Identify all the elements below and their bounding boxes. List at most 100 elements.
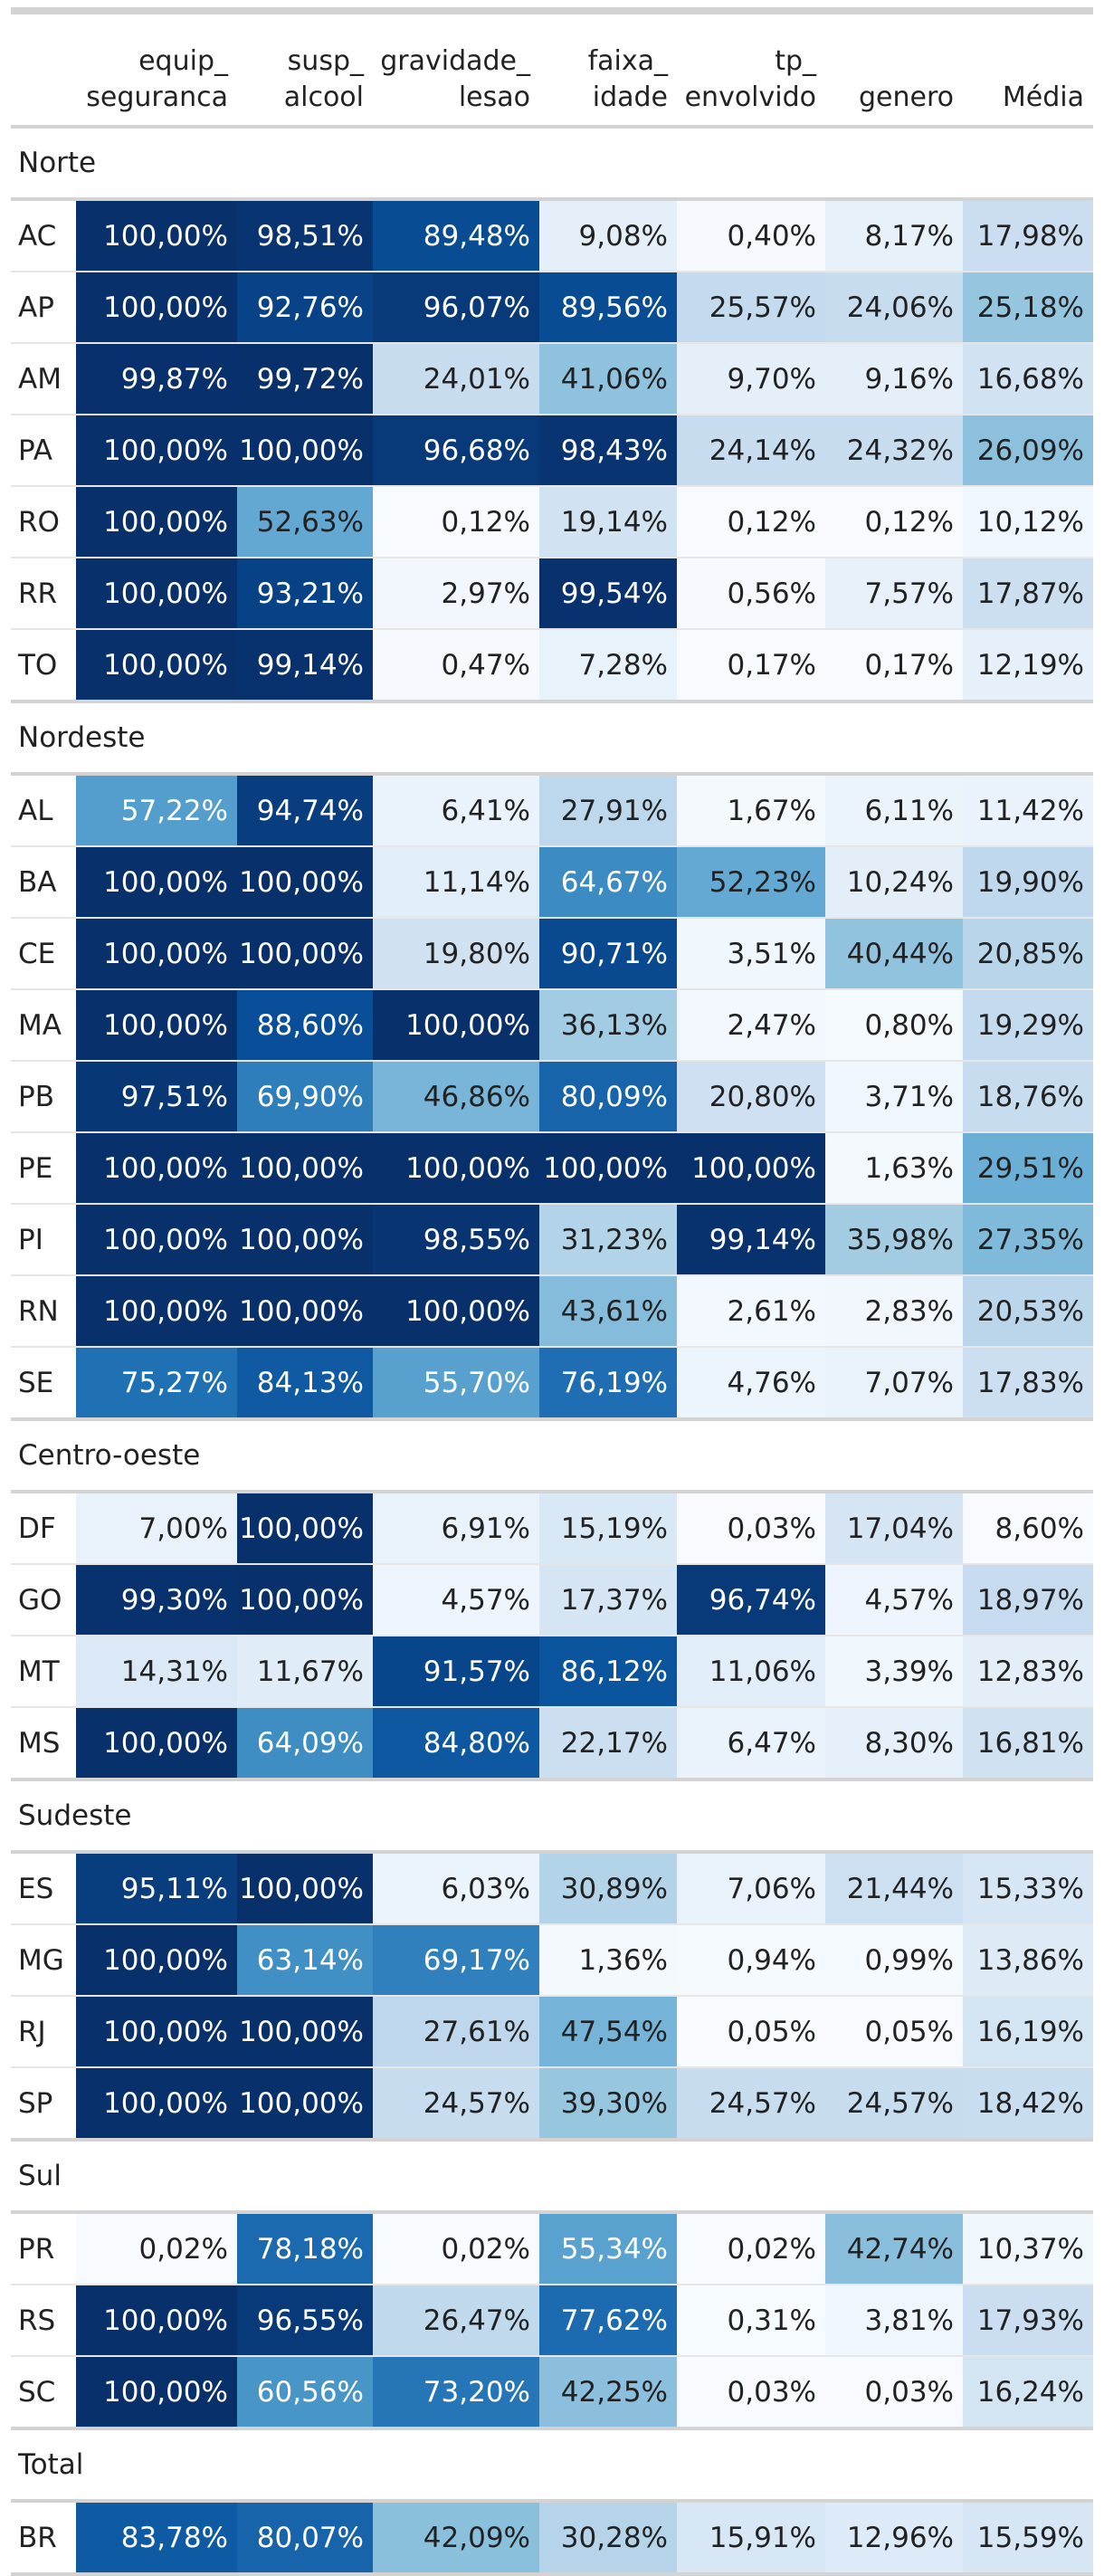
cell-genero: 0,05%: [825, 1996, 963, 2068]
cell-faixa: 27,91%: [539, 774, 677, 847]
cell-grav: 73,20%: [373, 2356, 539, 2430]
cell-equip: 100,00%: [76, 1707, 237, 1781]
cell-genero: 12,96%: [825, 2501, 963, 2576]
table-row: CE 100,00% 100,00% 19,80% 90,71% 3,51% 40,44% 2…: [11, 918, 1093, 990]
cell-grav: 6,03%: [373, 1852, 539, 1925]
cell-faixa: 36,13%: [539, 989, 677, 1062]
cell-susp: 100,00%: [237, 1996, 373, 2068]
state-code: MT: [11, 1636, 76, 1708]
cell-equip: 97,51%: [76, 1061, 237, 1133]
cell-tp: 0,03%: [677, 1492, 825, 1565]
cell-genero: 9,16%: [825, 343, 963, 415]
cell-equip: 7,00%: [76, 1492, 237, 1565]
table-row: AL 57,22% 94,74% 6,41% 27,91% 1,67% 6,11% 11,42…: [11, 774, 1093, 847]
cell-tp: 0,12%: [677, 486, 825, 558]
cell-faixa: 41,06%: [539, 343, 677, 415]
cell-grav: 19,80%: [373, 918, 539, 990]
cell-grav: 84,80%: [373, 1707, 539, 1781]
table-row: SC 100,00% 60,56% 73,20% 42,25% 0,03% 0,03% 16,…: [11, 2356, 1093, 2430]
state-code: CE: [11, 918, 76, 990]
group-row: Total: [11, 2427, 1093, 2503]
cell-equip: 100,00%: [76, 989, 237, 1062]
cell-tp: 0,17%: [677, 629, 825, 703]
group-label: Total: [11, 2427, 1093, 2503]
table-row: RN 100,00% 100,00% 100,00% 43,61% 2,61% 2,83% 2…: [11, 1275, 1093, 1348]
cell-media: 27,35%: [963, 1204, 1093, 1276]
cell-faixa: 9,08%: [539, 199, 677, 272]
cell-grav: 24,57%: [373, 2067, 539, 2142]
state-code: MA: [11, 989, 76, 1062]
cell-equip: 95,11%: [76, 1852, 237, 1925]
cell-equip: 14,31%: [76, 1636, 237, 1708]
state-code: TO: [11, 629, 76, 703]
cell-susp: 84,13%: [237, 1347, 373, 1421]
cell-susp: 99,72%: [237, 343, 373, 415]
cell-genero: 1,63%: [825, 1132, 963, 1205]
cell-genero: 10,24%: [825, 846, 963, 919]
cell-susp: 88,60%: [237, 989, 373, 1062]
cell-grav: 11,14%: [373, 846, 539, 919]
group-label: Nordeste: [11, 700, 1093, 776]
cell-susp: 64,09%: [237, 1707, 373, 1781]
cell-grav: 24,01%: [373, 343, 539, 415]
cell-susp: 94,74%: [237, 774, 373, 847]
cell-grav: 42,09%: [373, 2501, 539, 2576]
cell-genero: 35,98%: [825, 1204, 963, 1276]
cell-tp: 52,23%: [677, 846, 825, 919]
group-row: Sudeste: [11, 1778, 1093, 1854]
cell-grav: 100,00%: [373, 1132, 539, 1205]
cell-susp: 100,00%: [237, 846, 373, 919]
cell-faixa: 43,61%: [539, 1275, 677, 1348]
table-row: SE 75,27% 84,13% 55,70% 76,19% 4,76% 7,07% 17,8…: [11, 1347, 1093, 1421]
cell-equip: 100,00%: [76, 1204, 237, 1276]
cell-genero: 3,81%: [825, 2285, 963, 2357]
state-code: AL: [11, 774, 76, 847]
cell-genero: 7,07%: [825, 1347, 963, 1421]
cell-susp: 69,90%: [237, 1061, 373, 1133]
cell-media: 13,86%: [963, 1924, 1093, 1997]
cell-susp: 99,14%: [237, 629, 373, 703]
table-row: ES 95,11% 100,00% 6,03% 30,89% 7,06% 21,44% 15,…: [11, 1852, 1093, 1925]
state-code: RJ: [11, 1996, 76, 2068]
cell-susp: 100,00%: [237, 1492, 373, 1565]
cell-tp: 0,40%: [677, 199, 825, 272]
cell-susp: 100,00%: [237, 1132, 373, 1205]
column-header-susp-alcool: susp_ alcool: [237, 13, 373, 129]
cell-equip: 100,00%: [76, 2285, 237, 2357]
cell-faixa: 80,09%: [539, 1061, 677, 1133]
group-row: Centro-oeste: [11, 1417, 1093, 1493]
cell-faixa: 89,56%: [539, 272, 677, 344]
cell-genero: 0,17%: [825, 629, 963, 703]
cell-media: 19,90%: [963, 846, 1093, 919]
cell-equip: 100,00%: [76, 629, 237, 703]
cell-media: 10,37%: [963, 2212, 1093, 2285]
cell-media: 16,81%: [963, 1707, 1093, 1781]
table-row: AP 100,00% 92,76% 96,07% 89,56% 25,57% 24,06% 2…: [11, 272, 1093, 344]
cell-tp: 0,02%: [677, 2212, 825, 2285]
header-row: equip_ seguranca susp_ alcool gravidade_…: [11, 13, 1093, 129]
cell-susp: 100,00%: [237, 1564, 373, 1636]
cell-media: 26,09%: [963, 415, 1093, 487]
table-row: RO 100,00% 52,63% 0,12% 19,14% 0,12% 0,12% 10,1…: [11, 486, 1093, 558]
cell-grav: 69,17%: [373, 1924, 539, 1997]
state-code: RR: [11, 558, 76, 630]
group-label: Sul: [11, 2138, 1093, 2214]
cell-equip: 0,02%: [76, 2212, 237, 2285]
cell-susp: 96,55%: [237, 2285, 373, 2357]
cell-genero: 0,12%: [825, 486, 963, 558]
cell-genero: 24,06%: [825, 272, 963, 344]
state-code: RO: [11, 486, 76, 558]
cell-equip: 100,00%: [76, 1924, 237, 1997]
table-row: SP 100,00% 100,00% 24,57% 39,30% 24,57% 24,57%…: [11, 2067, 1093, 2142]
cell-media: 16,24%: [963, 2356, 1093, 2430]
cell-equip: 100,00%: [76, 2356, 237, 2430]
cell-faixa: 17,37%: [539, 1564, 677, 1636]
cell-media: 12,19%: [963, 629, 1093, 703]
cell-grav: 55,70%: [373, 1347, 539, 1421]
cell-susp: 11,67%: [237, 1636, 373, 1708]
table-row: PE 100,00% 100,00% 100,00% 100,00% 100,00% 1,6…: [11, 1132, 1093, 1205]
cell-faixa: 30,89%: [539, 1852, 677, 1925]
cell-tp: 2,47%: [677, 989, 825, 1062]
table-row: RS 100,00% 96,55% 26,47% 77,62% 0,31% 3,81% 17,…: [11, 2285, 1093, 2357]
cell-media: 11,42%: [963, 774, 1093, 847]
